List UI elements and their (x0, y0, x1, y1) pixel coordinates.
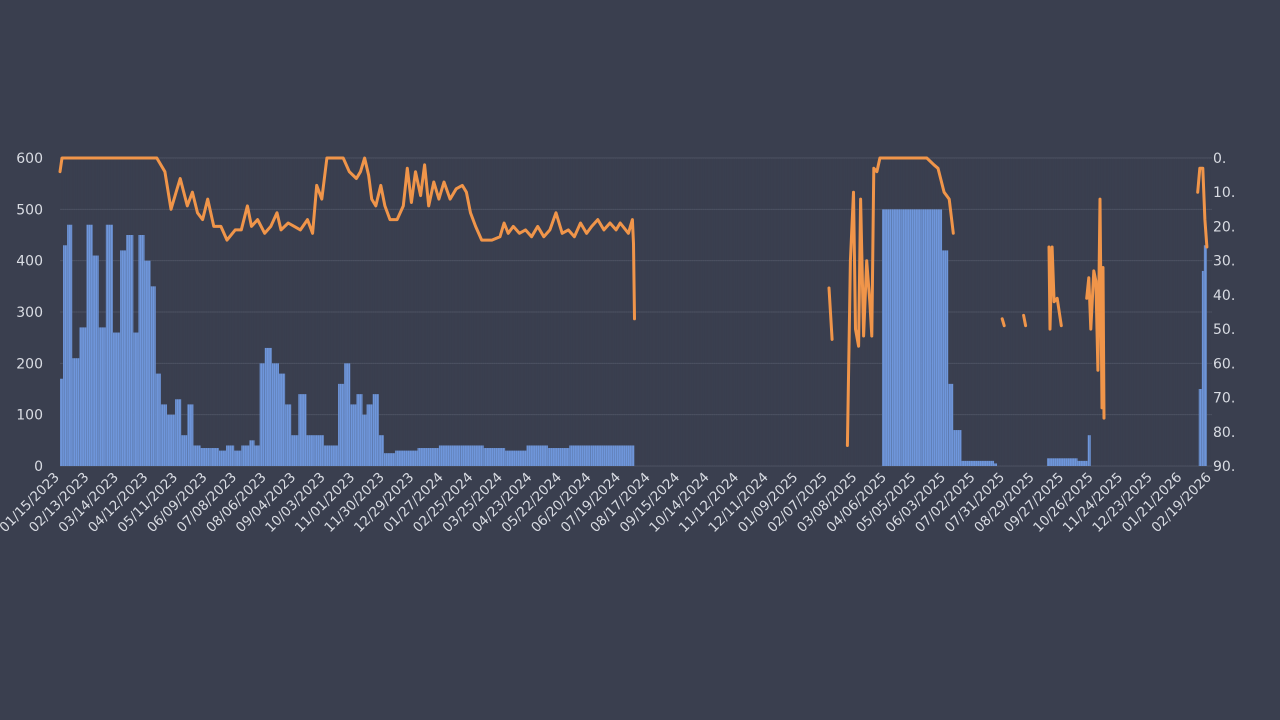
bar (911, 209, 922, 467)
bar (112, 332, 121, 466)
bar (175, 399, 182, 466)
bar (356, 394, 363, 466)
bar (953, 430, 962, 466)
bar (505, 450, 527, 466)
bar (438, 445, 461, 466)
right-axis-ticks: 0. 10. 20. 30. 40. 50. 60. 70. 80. 90. (1213, 151, 1235, 475)
line-segment (827, 286, 834, 341)
bar (942, 250, 949, 466)
line-segment (845, 156, 955, 447)
bar (372, 394, 379, 466)
left-axis-ticks: 0 100 200 300 400 500 600 (16, 151, 43, 475)
bar (526, 445, 548, 466)
bar (1077, 460, 1088, 466)
bar (133, 332, 139, 466)
bar (298, 394, 307, 466)
left-tick-label: 0 (34, 459, 43, 475)
bar (285, 404, 292, 466)
bar (218, 450, 227, 466)
bar (1046, 458, 1078, 466)
right-tick-label: 10. (1213, 185, 1235, 201)
left-tick-label: 200 (16, 356, 43, 372)
bar (63, 245, 68, 466)
line-segment (58, 156, 636, 321)
bar (60, 378, 64, 466)
bar (612, 445, 632, 466)
bar (291, 435, 299, 466)
line-segment (1047, 245, 1063, 331)
line-segment (1000, 317, 1006, 328)
bar (67, 224, 73, 466)
right-tick-label: 90. (1213, 459, 1235, 475)
bar (210, 448, 219, 466)
left-tick-label: 500 (16, 202, 43, 218)
line-segment (1196, 166, 1209, 249)
bar (86, 224, 93, 466)
bar (234, 450, 242, 466)
right-tick-label: 0. (1213, 151, 1226, 167)
bar (193, 445, 201, 466)
bar (254, 445, 260, 466)
bar (144, 260, 151, 466)
bar (72, 358, 80, 466)
bar (306, 435, 315, 466)
bar (383, 453, 396, 466)
bar (150, 286, 156, 466)
line-series (58, 156, 1209, 447)
bar (259, 363, 265, 466)
bar (931, 209, 943, 467)
bar (264, 347, 272, 466)
right-tick-label: 60. (1213, 356, 1235, 372)
bar (330, 445, 339, 466)
left-tick-label: 300 (16, 305, 43, 321)
bar (226, 445, 235, 466)
bar (948, 383, 954, 466)
bar (314, 435, 324, 466)
right-tick-label: 40. (1213, 288, 1235, 304)
bar (362, 414, 367, 466)
bar (249, 440, 255, 466)
bar (79, 327, 87, 466)
line-segment (1022, 313, 1028, 328)
x-axis-ticks: 01/15/202302/13/202303/14/202304/12/2023… (0, 469, 1215, 535)
bar (187, 404, 194, 466)
left-tick-label: 400 (16, 254, 43, 270)
bar (344, 363, 351, 466)
bar (98, 327, 106, 466)
bar (901, 209, 912, 467)
bar (155, 373, 161, 466)
right-tick-label: 50. (1213, 322, 1235, 338)
bar (338, 383, 345, 466)
left-tick-label: 100 (16, 408, 43, 424)
right-tick-label: 30. (1213, 254, 1235, 270)
right-tick-label: 80. (1213, 425, 1235, 441)
bar (994, 463, 998, 466)
bar (323, 445, 331, 466)
bar (961, 460, 995, 466)
bar (200, 448, 211, 466)
bar (126, 235, 134, 466)
bar (1201, 270, 1204, 466)
bar (631, 445, 635, 466)
bar (1198, 389, 1202, 466)
left-tick-label: 600 (16, 151, 43, 167)
right-tick-label: 70. (1213, 391, 1235, 407)
bar (181, 435, 188, 466)
bar (1203, 245, 1207, 466)
line-segment (1085, 197, 1106, 420)
bar (166, 414, 176, 466)
right-tick-label: 20. (1213, 219, 1235, 235)
grid-lines (60, 157, 1212, 467)
bar (92, 255, 99, 466)
bar (881, 209, 892, 467)
bar (1087, 435, 1091, 466)
bar (366, 404, 373, 466)
bar (105, 224, 113, 466)
bar (160, 404, 167, 466)
bar (241, 445, 250, 466)
bar (120, 250, 127, 466)
bar (891, 209, 902, 467)
bar (350, 404, 357, 466)
